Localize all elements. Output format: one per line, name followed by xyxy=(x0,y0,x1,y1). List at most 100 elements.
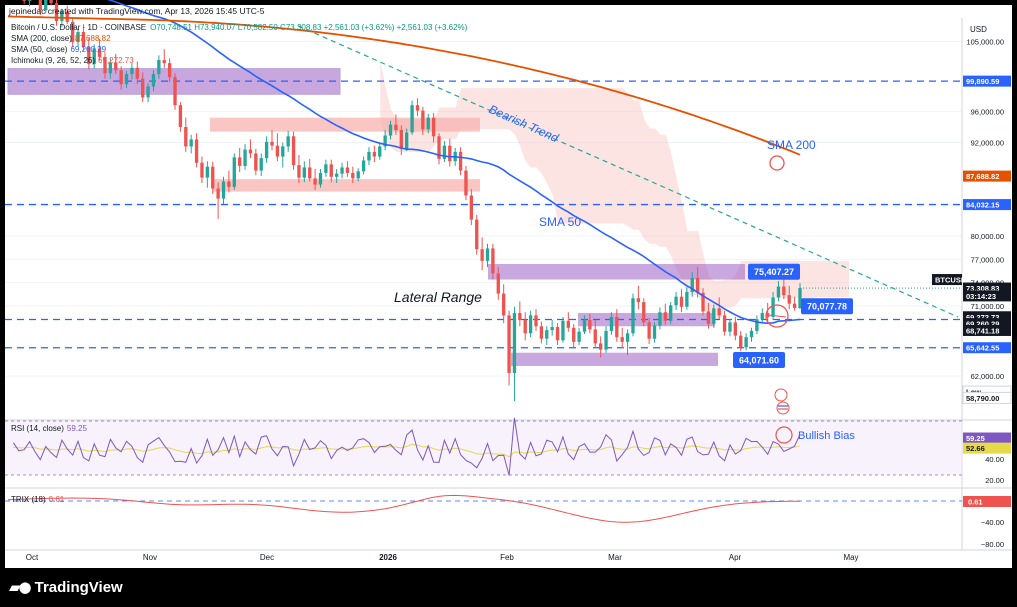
price-badge-text: 69,260.29 xyxy=(966,320,999,329)
candle-body xyxy=(469,195,474,220)
tradingview-logo: ▰● TradingView xyxy=(9,578,123,596)
trix-value-badge xyxy=(963,496,1011,507)
candle-body xyxy=(706,311,711,324)
price-badge-text: 87,688.82 xyxy=(966,172,999,181)
symbol-title: Bitcoin / U.S. Dollar · 1D · COINBASE O70… xyxy=(11,23,468,32)
candle-body xyxy=(302,167,306,178)
sma50-line xyxy=(106,0,801,325)
candle-body xyxy=(205,166,210,178)
candle-body xyxy=(722,315,727,332)
ichimoku-legend[interactable]: Ichimoku (9, 26, 52, 26) 69,272.73 xyxy=(11,56,134,65)
ichimoku-legend-value: 69,272.73 xyxy=(98,56,134,65)
candle-body xyxy=(658,312,662,326)
sma50-cross-marker xyxy=(765,304,789,328)
trix-value-badge-text: 0.61 xyxy=(968,498,983,507)
candle-body xyxy=(54,3,59,22)
price-callout-box xyxy=(748,263,800,280)
candle-body xyxy=(550,327,554,331)
price-badge xyxy=(963,170,1011,182)
candle-body xyxy=(227,181,231,187)
candle-body xyxy=(690,277,694,293)
candle-body xyxy=(717,308,721,316)
candle-body xyxy=(620,337,624,342)
candle-body xyxy=(259,158,263,171)
candle-body xyxy=(243,149,247,166)
candle-body xyxy=(475,219,479,250)
bearish-trendline xyxy=(297,25,959,318)
candle-body xyxy=(103,56,107,74)
candle-body xyxy=(340,167,344,174)
trix-legend-label: TRIX (18) xyxy=(11,495,46,504)
candle-body xyxy=(669,305,673,321)
candle-body xyxy=(663,312,667,321)
candle-body xyxy=(766,313,770,317)
candle-body xyxy=(458,151,463,171)
candle-body xyxy=(383,135,387,147)
candle-body xyxy=(512,313,517,373)
sma200-legend[interactable]: SMA (200, close) 87,688.82 xyxy=(11,34,111,43)
event-icon[interactable] xyxy=(774,388,788,402)
candle-body xyxy=(200,162,204,178)
price-badge xyxy=(963,199,1011,211)
candle-body xyxy=(308,167,312,179)
candle-body xyxy=(318,172,323,185)
marker-stroke xyxy=(767,314,787,318)
price-tick-label: 77,000.00 xyxy=(971,255,1004,264)
candle-body xyxy=(566,320,570,328)
candle-body xyxy=(582,320,587,332)
candle-body xyxy=(216,188,220,199)
candle-body xyxy=(760,313,764,320)
candle-body xyxy=(534,315,538,327)
price-badge xyxy=(963,290,1011,302)
candle-body xyxy=(135,67,139,79)
candle-body xyxy=(114,62,118,71)
candle-body xyxy=(38,0,42,11)
price-callout-box xyxy=(801,298,853,315)
price-callouts: 75,407.27 70,077.78 64,071.60 xyxy=(733,263,853,368)
candle-body xyxy=(27,0,32,1)
candle-body xyxy=(178,105,183,127)
price-callout-text: 75,407.27 xyxy=(754,267,794,277)
trix-legend[interactable]: TRIX (18) 0.61 xyxy=(11,495,65,504)
time-axis-label: 2026 xyxy=(379,553,397,562)
price-badge xyxy=(962,391,1012,404)
sma200-annotation: SMA 200 xyxy=(767,138,816,152)
sma200-marker xyxy=(769,155,785,171)
candle-body xyxy=(254,153,258,171)
tv-logo-icon: ▰● xyxy=(9,578,32,596)
candle-body xyxy=(65,11,69,22)
candle-body xyxy=(480,249,484,261)
rsi-legend[interactable]: RSI (14, close) 59.25 xyxy=(11,424,87,433)
candle-body xyxy=(313,178,317,185)
rsi-legend-label: RSI (14, close) xyxy=(11,424,64,433)
candle-body xyxy=(782,286,786,296)
bullish-bias-label: Bullish Bias xyxy=(798,430,855,442)
candle-body xyxy=(162,60,166,64)
candle-body xyxy=(415,105,420,111)
candle-body xyxy=(399,130,403,149)
ichimoku-cloud-area xyxy=(380,60,849,320)
candle-body xyxy=(167,63,172,78)
candle-body xyxy=(485,248,490,261)
price-badge xyxy=(963,324,1011,336)
candle-body xyxy=(502,293,506,316)
candle-body xyxy=(157,60,161,75)
candle-body xyxy=(652,325,657,339)
trix-tick-label: −40.00 xyxy=(981,518,1004,527)
candle-body xyxy=(291,136,296,166)
trix-legend-value: 0.61 xyxy=(49,495,65,504)
candle-body xyxy=(130,67,134,75)
candle-body xyxy=(679,296,684,307)
candle-body xyxy=(421,110,425,130)
candle-body xyxy=(92,48,96,64)
candle-body xyxy=(248,149,253,154)
candle-body xyxy=(345,167,350,173)
time-axis[interactable]: Oct Nov Dec 2026 Feb Mar Apr May xyxy=(26,553,859,562)
candle-body xyxy=(507,315,511,373)
price-badge-text: BTCUSD xyxy=(935,276,967,285)
time-axis-label: Apr xyxy=(729,553,742,562)
candle-body xyxy=(388,124,393,136)
sma50-legend[interactable]: SMA (50, close) 69,260.29 xyxy=(11,45,107,54)
currency-label: USD xyxy=(970,25,987,34)
flag-icon[interactable] xyxy=(776,401,790,415)
